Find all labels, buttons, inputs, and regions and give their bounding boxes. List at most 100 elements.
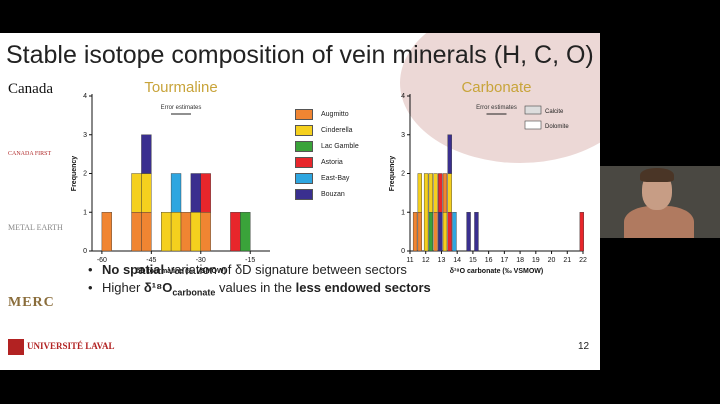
- x-axis-label: δ¹⁸O carbonate (‰ VSMOW): [450, 268, 544, 275]
- bar-segment: [190, 173, 201, 213]
- legend-swatch: [295, 172, 313, 184]
- bar-segment: [417, 173, 422, 213]
- legend-swatch: [295, 140, 313, 152]
- x-tick-label: 14: [453, 257, 461, 264]
- legend-label: Augmitto: [321, 110, 349, 118]
- tourmaline-chart: Tourmaline Error estimates 0 1 2 3 4 -60 -45 -30 -…: [71, 79, 270, 275]
- bar-segment: [141, 212, 152, 252]
- legend-item: Astoria: [295, 154, 359, 170]
- bar-segment: [442, 173, 448, 213]
- legend-swatch: [295, 108, 313, 120]
- bullet-2: • Higher δ¹⁸Ocarbonate values in the less…: [88, 280, 431, 298]
- bullet-1-text: variation of δD signature between sector…: [164, 262, 407, 277]
- chart-legend: Augmitto Cinderella Lac Gamble Astoria East-…: [295, 106, 359, 202]
- legend-label: East-Bay: [321, 174, 350, 182]
- y-tick-label: 4: [401, 93, 405, 100]
- x-tick-label: 21: [563, 257, 571, 264]
- bar-segment: [161, 212, 172, 252]
- bullet-2-sub: carbonate: [172, 287, 216, 298]
- y-tick-label: 4: [83, 93, 87, 100]
- x-tick-label: -45: [146, 257, 156, 264]
- y-tick-label: 0: [401, 248, 405, 255]
- y-tick-label: 1: [401, 209, 405, 216]
- bar-segment: [170, 212, 182, 252]
- slide: Stable isotope composition of vein miner…: [0, 33, 600, 370]
- y-axis-label: Frequency: [389, 156, 396, 192]
- bullet-1: • No spatial variation of δD signature be…: [88, 262, 407, 277]
- calcite-legend-swatch: [524, 105, 542, 115]
- page-number: 12: [578, 341, 590, 352]
- legend-item: East-Bay: [295, 170, 359, 186]
- legend-swatch: [295, 188, 313, 200]
- y-axis-label: Frequency: [71, 156, 78, 192]
- bar-segment: [428, 173, 434, 213]
- bar-segment: [447, 212, 452, 252]
- dolomite-legend-label: Dolomite: [545, 124, 569, 130]
- legend-label: Cinderella: [321, 126, 353, 134]
- x-axis-label: δD tourmaline (‰ VSMOW): [136, 268, 226, 275]
- legend-item: Cinderella: [295, 122, 359, 138]
- laval-logo: UNIVERSITÉ LAVAL: [8, 339, 114, 355]
- bar-segment: [474, 212, 479, 252]
- y-tick-label: 3: [401, 132, 405, 139]
- bar-segment: [417, 212, 422, 252]
- bar-segment: [438, 173, 443, 213]
- bar-segment: [438, 212, 443, 252]
- bullet-list: • No spatial variation of δD signature be…: [88, 261, 431, 302]
- y-tick-label: 1: [83, 209, 87, 216]
- bar-segment: [412, 212, 418, 252]
- bar-segment: [452, 212, 457, 252]
- bar-segment: [200, 212, 211, 252]
- webcam-person-hair: [640, 168, 674, 182]
- bullet-2-delta: δ¹⁸O: [143, 280, 173, 295]
- bar-segment: [442, 212, 448, 252]
- laval-logo-text: UNIVERSITÉ LAVAL: [27, 341, 115, 352]
- legend-swatch: [295, 156, 313, 168]
- dolomite-legend-swatch: [524, 120, 542, 130]
- legend-label: Astoria: [321, 158, 343, 166]
- bar-segment: [230, 212, 241, 252]
- bar-segment: [131, 212, 142, 252]
- bar-segment: [240, 212, 251, 252]
- bar-segment: [180, 212, 192, 252]
- canada-logo: Canada: [8, 81, 53, 97]
- bar-segment: [170, 173, 182, 213]
- webcam-person-body: [624, 206, 694, 238]
- x-tick-label: -60: [97, 257, 107, 264]
- webcam-feed: [600, 166, 720, 238]
- bar-segment: [466, 212, 471, 252]
- bar-segment: [141, 173, 152, 213]
- x-tick-label: 11: [406, 257, 413, 264]
- x-tick-label: -15: [245, 257, 255, 264]
- bar-segment: [200, 173, 211, 213]
- bar-segment: [101, 212, 112, 252]
- chart-title: Carbonate: [461, 79, 531, 96]
- y-tick-label: 2: [83, 171, 87, 178]
- slide-title: Stable isotope composition of vein miner…: [6, 41, 594, 69]
- merc-logo: MERC: [8, 295, 55, 310]
- calcite-legend-label: Calcite: [545, 109, 564, 115]
- x-tick-label: 15: [469, 257, 477, 264]
- legend-item: Lac Gamble: [295, 138, 359, 154]
- legend-item: Bouzan: [295, 186, 359, 202]
- bar-segment: [447, 134, 452, 174]
- bar-segment: [447, 173, 452, 213]
- bar-segment: [190, 212, 201, 252]
- chart-annotation: Error estimates: [161, 105, 202, 111]
- y-tick-label: 0: [83, 248, 87, 255]
- y-tick-label: 3: [83, 132, 87, 139]
- bar-segment: [131, 173, 142, 213]
- x-tick-label: 17: [500, 257, 508, 264]
- x-tick-label: 20: [548, 257, 556, 264]
- bar-segment: [433, 212, 438, 252]
- bullet-1-bold: No spatial: [102, 262, 165, 277]
- x-tick-label: 19: [532, 257, 540, 264]
- x-tick-label: 22: [579, 257, 587, 264]
- legend-swatch: [295, 124, 313, 136]
- legend-item: Augmitto: [295, 106, 359, 122]
- x-tick-label: 12: [422, 257, 430, 264]
- x-tick-label: 16: [485, 257, 493, 264]
- chart-title: Tourmaline: [144, 79, 217, 96]
- legend-label: Lac Gamble: [321, 142, 359, 150]
